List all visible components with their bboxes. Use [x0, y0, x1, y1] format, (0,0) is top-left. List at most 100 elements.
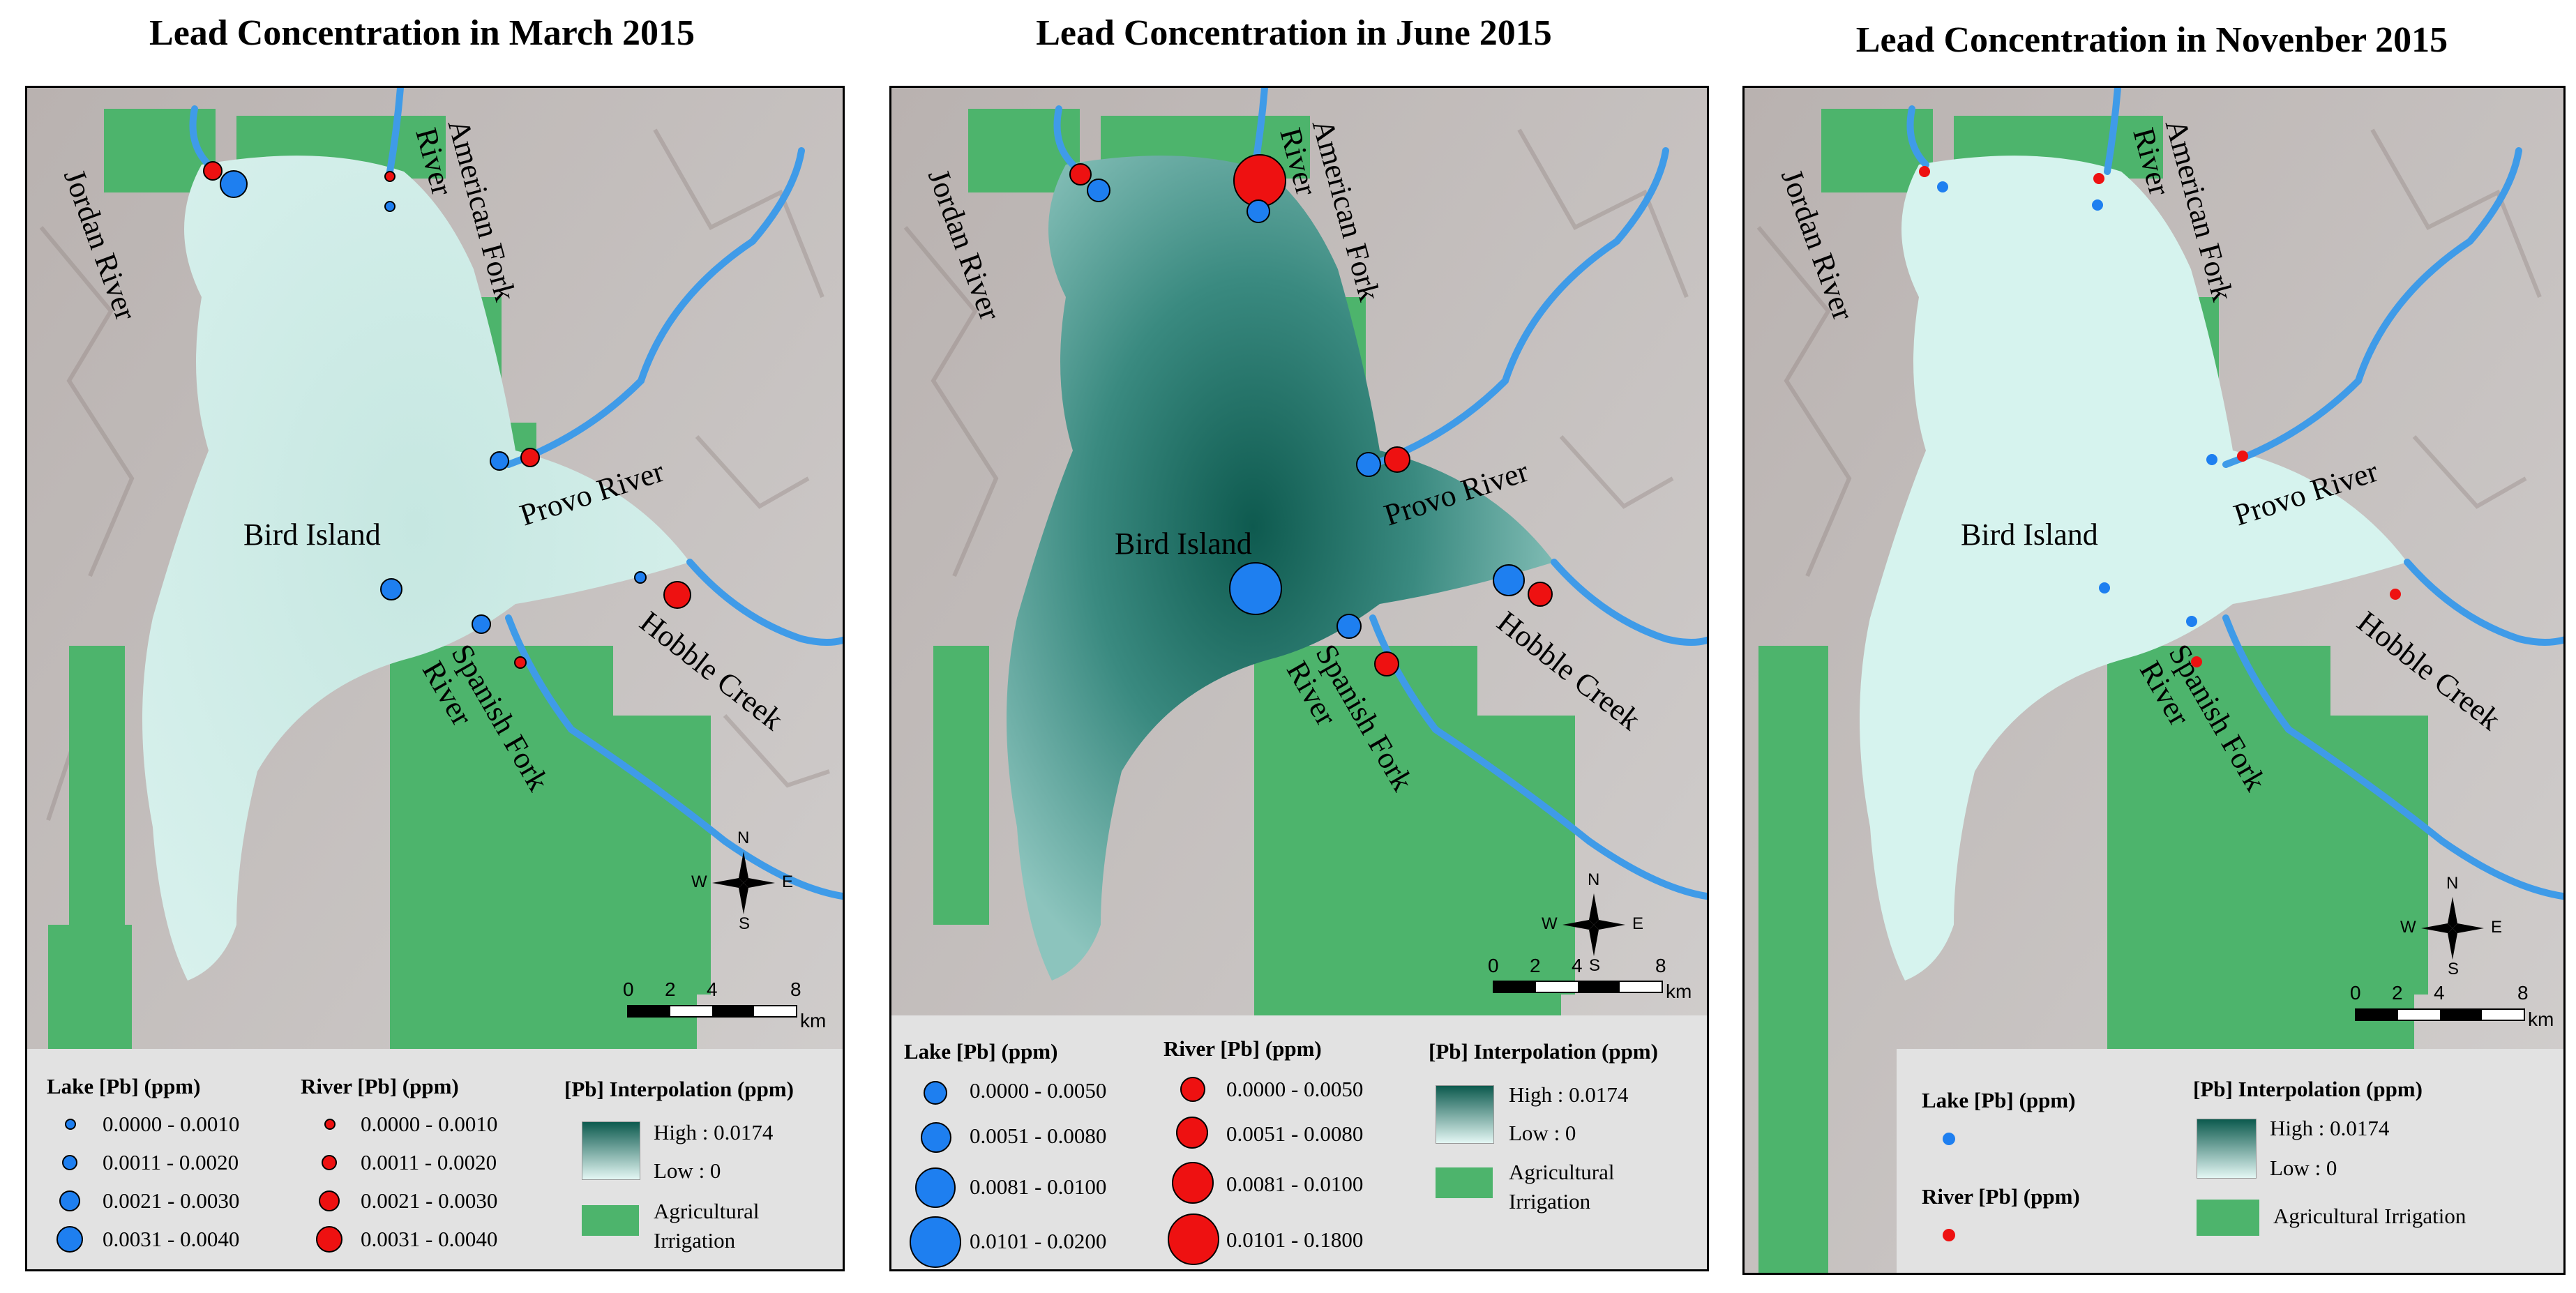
- legend-river-item-3: 0.0081 - 0.0100: [1226, 1172, 1364, 1196]
- mountain-relief: [1756, 128, 2542, 577]
- river-point-hobble: [1528, 582, 1553, 607]
- map-panel-november: Jordan River American Fork River Provo R…: [1742, 86, 2566, 1275]
- lake-point-hobble: [634, 571, 647, 584]
- legend-river-sym: [1943, 1229, 1955, 1241]
- legend-lake-header: Lake [Pb] (ppm): [47, 1074, 201, 1098]
- lake-point-bird-island: [2099, 582, 2110, 593]
- legend-river-item-2: 0.0051 - 0.0080: [1226, 1121, 1364, 1146]
- legend-lake-header: Lake [Pb] (ppm): [1922, 1088, 2076, 1112]
- scale-4: 4: [2434, 982, 2445, 1004]
- legend-lake-sym-3: [59, 1190, 80, 1211]
- legend-gradient: [582, 1121, 640, 1180]
- legend-lake-sym-2: [921, 1122, 951, 1153]
- compass-s: S: [2448, 960, 2460, 978]
- lake-point-spanish: [1336, 614, 1362, 639]
- legend-river-sym-3: [319, 1190, 340, 1211]
- legend-lake-item-1: 0.0000 - 0.0010: [103, 1112, 240, 1136]
- compass-n: N: [2446, 874, 2459, 893]
- legend-river-item-1: 0.0000 - 0.0010: [361, 1112, 498, 1136]
- legend-gradient: [2197, 1119, 2257, 1179]
- legend-river-item-4: 0.0031 - 0.0040: [361, 1227, 498, 1251]
- river-point-jordan: [1919, 166, 1930, 177]
- label-bird-island: Bird Island: [1961, 517, 2098, 552]
- compass-w: W: [1542, 914, 1558, 933]
- legend-lake-sym-4: [910, 1216, 961, 1268]
- legend-river-sym-1: [324, 1119, 336, 1130]
- legend-river-sym-3: [1172, 1162, 1214, 1204]
- legend-lake-sym: [1943, 1133, 1955, 1145]
- river-point-american: [2093, 173, 2104, 184]
- legend-river-sym-4: [316, 1226, 342, 1253]
- utah-lake: [1007, 156, 1554, 981]
- legend-river-header: River [Pb] (ppm): [301, 1074, 459, 1098]
- legend-lake-item-3: 0.0081 - 0.0100: [970, 1174, 1107, 1199]
- legend-lake-item-1: 0.0000 - 0.0050: [970, 1078, 1107, 1103]
- legend-river-item-4: 0.0101 - 0.1800: [1226, 1227, 1364, 1252]
- compass-s: S: [1589, 956, 1601, 975]
- scale-bar: [627, 1005, 797, 1018]
- legend-lake-sym-1: [65, 1119, 76, 1130]
- scale-km: km: [2528, 1008, 2554, 1030]
- legend-interp-header: [Pb] Interpolation (ppm): [2193, 1077, 2423, 1101]
- lake-point-spanish: [2186, 616, 2197, 627]
- river-point-provo: [1384, 446, 1410, 473]
- scale-8: 8: [1655, 955, 1666, 976]
- legend-river-sym-2: [322, 1155, 337, 1170]
- scale-8: 8: [2517, 982, 2529, 1004]
- scale-km: km: [800, 1010, 827, 1031]
- lake-point-american: [1246, 199, 1270, 223]
- label-bird-island: Bird Island: [1115, 527, 1252, 561]
- legend-agri-label: Agricultural Irrigation: [2273, 1204, 2466, 1228]
- legend-march: Lake [Pb] (ppm) River [Pb] (ppm) [Pb] In…: [27, 1049, 843, 1269]
- legend-low: Low : 0: [1509, 1121, 1576, 1145]
- river-point-spanish: [514, 656, 527, 669]
- scale-2: 2: [665, 978, 676, 1000]
- legend-river-header: River [Pb] (ppm): [1922, 1184, 2080, 1209]
- legend-agri-swatch: [2197, 1200, 2259, 1236]
- legend-high: High : 0.0174: [1509, 1082, 1629, 1107]
- lake-point-spanish: [472, 614, 491, 634]
- lake-point-provo: [2206, 454, 2217, 465]
- legend-high: High : 0.0174: [2270, 1116, 2390, 1140]
- compass-n: N: [737, 829, 750, 847]
- map-panel-june: Jordan River American Fork River Provo R…: [889, 86, 1709, 1271]
- river-point-spanish: [1374, 651, 1399, 676]
- scale-2: 2: [2392, 982, 2403, 1004]
- legend-lake-sym-1: [924, 1081, 947, 1105]
- legend-low: Low : 0: [2270, 1156, 2337, 1180]
- legend-lake-item-3: 0.0021 - 0.0030: [103, 1188, 240, 1213]
- compass-icon: [2421, 897, 2484, 960]
- mountain-relief: [39, 128, 830, 821]
- lake-point-american: [2092, 199, 2103, 211]
- river-point-provo: [520, 448, 540, 467]
- legend-low: Low : 0: [654, 1158, 721, 1183]
- title-november: Lead Concentration in Novenber 2015: [1855, 20, 2448, 60]
- title-march: Lead Concentration in March 2015: [149, 13, 695, 53]
- mountain-relief: [903, 128, 1689, 577]
- lake-point-bird-island: [1229, 562, 1282, 615]
- compass-s: S: [739, 914, 751, 933]
- river-point-jordan: [203, 161, 223, 181]
- legend-river-sym-4: [1168, 1213, 1219, 1265]
- legend-agri-swatch: [582, 1205, 639, 1236]
- river-lines: [1906, 88, 2563, 900]
- river-point-hobble: [663, 581, 691, 609]
- legend-agri-label: Agricultural Irrigation: [654, 1199, 760, 1253]
- legend-november: Lake [Pb] (ppm) River [Pb] (ppm) [Pb] In…: [1897, 1049, 2563, 1273]
- river-lines: [189, 88, 843, 900]
- lake-point-jordan: [220, 170, 248, 198]
- scale-4: 4: [1572, 955, 1583, 976]
- legend-june: Lake [Pb] (ppm) River [Pb] (ppm) [Pb] In…: [891, 1015, 1707, 1269]
- compass-w: W: [2400, 918, 2416, 937]
- river-point-hobble: [2390, 589, 2401, 600]
- compass-icon: [1562, 893, 1625, 956]
- legend-river-item-3: 0.0021 - 0.0030: [361, 1188, 498, 1213]
- scale-0: 0: [2350, 982, 2361, 1004]
- compass-e: E: [2491, 918, 2503, 937]
- legend-lake-item-2: 0.0051 - 0.0080: [970, 1124, 1107, 1148]
- scale-bar: [1493, 981, 1663, 993]
- river-point-spanish: [2191, 656, 2202, 667]
- river-point-american: [384, 171, 396, 182]
- utah-lake: [1860, 156, 2407, 981]
- scale-bar: [2355, 1008, 2525, 1021]
